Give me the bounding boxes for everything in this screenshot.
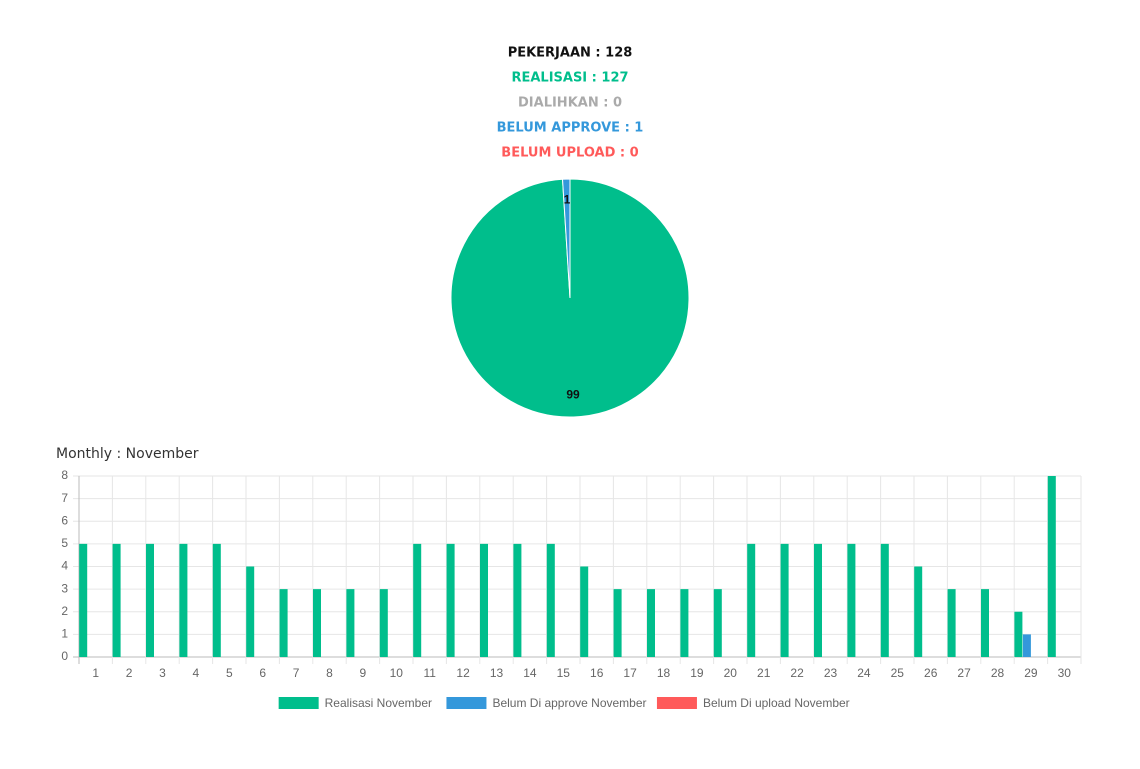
y-tick-label: 4 <box>61 559 68 573</box>
y-tick-label: 2 <box>61 604 68 618</box>
x-tick-label: 11 <box>423 666 436 680</box>
y-tick-label: 8 <box>61 468 68 482</box>
bar <box>580 566 589 657</box>
pie-slice <box>561 178 571 299</box>
bar <box>446 543 455 657</box>
x-tick-label: 2 <box>126 666 133 680</box>
x-tick-label: 21 <box>757 666 771 680</box>
y-tick-label: 6 <box>61 513 68 527</box>
bar <box>847 543 856 657</box>
x-tick-label: 27 <box>957 666 971 680</box>
x-tick-label: 20 <box>724 666 738 680</box>
legend-swatch <box>656 697 697 709</box>
bar <box>680 589 689 657</box>
x-tick-label: 14 <box>523 666 537 680</box>
x-tick-label: 28 <box>991 666 1005 680</box>
bar <box>1022 634 1031 657</box>
x-tick-label: 23 <box>824 666 838 680</box>
summary-total: PEKERJAAN : 128 <box>508 46 633 61</box>
x-tick-label: 6 <box>259 666 266 680</box>
x-tick-label: 29 <box>1024 666 1038 680</box>
legend-label: Realisasi November <box>325 696 432 710</box>
bar <box>947 589 956 657</box>
x-tick-label: 19 <box>690 666 704 680</box>
legend-swatch <box>446 697 487 709</box>
bar <box>79 543 88 657</box>
bar <box>246 566 255 657</box>
x-tick-label: 24 <box>857 666 871 680</box>
bar <box>212 543 221 657</box>
bar <box>880 543 889 657</box>
summary-realisasi: REALISASI : 127 <box>511 71 628 86</box>
x-tick-label: 13 <box>490 666 504 680</box>
x-tick-label: 9 <box>360 666 367 680</box>
x-tick-label: 4 <box>193 666 200 680</box>
x-tick-label: 22 <box>790 666 804 680</box>
bar <box>313 589 321 657</box>
summary-dialihkan: DIALIHKAN : 0 <box>518 96 622 111</box>
y-tick-label: 1 <box>61 627 68 641</box>
x-tick-label: 16 <box>590 666 604 680</box>
y-tick-label: 0 <box>61 649 68 663</box>
bar <box>546 543 555 657</box>
bar <box>981 589 989 657</box>
bar <box>747 543 756 657</box>
pie-label: 99 <box>566 388 580 402</box>
y-tick-label: 7 <box>61 491 68 505</box>
bar <box>112 543 121 657</box>
summary-belum-upload: BELUM UPLOAD : 0 <box>501 146 638 161</box>
bar <box>647 589 655 657</box>
legend-label: Belum Di upload November <box>703 696 850 710</box>
bar <box>780 543 789 657</box>
y-tick-label: 5 <box>61 536 68 550</box>
bar <box>379 589 388 657</box>
bar <box>513 543 522 657</box>
bar <box>814 543 822 657</box>
bar <box>1014 611 1023 657</box>
x-tick-label: 7 <box>293 666 300 680</box>
bar <box>146 543 154 657</box>
y-tick-label: 3 <box>61 581 68 595</box>
x-tick-label: 10 <box>390 666 404 680</box>
bar-title: Monthly : November <box>56 446 199 462</box>
x-tick-label: 1 <box>92 666 99 680</box>
x-tick-label: 5 <box>226 666 233 680</box>
pie-label: 1 <box>564 193 571 207</box>
x-tick-label: 12 <box>456 666 470 680</box>
x-tick-label: 17 <box>623 666 637 680</box>
x-tick-label: 15 <box>557 666 571 680</box>
bar <box>613 589 622 657</box>
bar <box>346 589 355 657</box>
bar <box>179 543 188 657</box>
x-tick-label: 25 <box>891 666 905 680</box>
x-tick-label: 26 <box>924 666 938 680</box>
x-tick-label: 8 <box>326 666 333 680</box>
x-tick-label: 30 <box>1058 666 1072 680</box>
bar <box>480 543 488 657</box>
bar <box>413 543 422 657</box>
summary-belum-approve: BELUM APPROVE : 1 <box>497 121 644 136</box>
bar <box>713 589 722 657</box>
bar <box>279 589 288 657</box>
legend-label: Belum Di approve November <box>492 696 646 710</box>
legend-swatch <box>278 697 319 709</box>
bar <box>914 566 923 657</box>
x-tick-label: 3 <box>159 666 166 680</box>
bar <box>1047 476 1056 657</box>
x-tick-label: 18 <box>657 666 671 680</box>
